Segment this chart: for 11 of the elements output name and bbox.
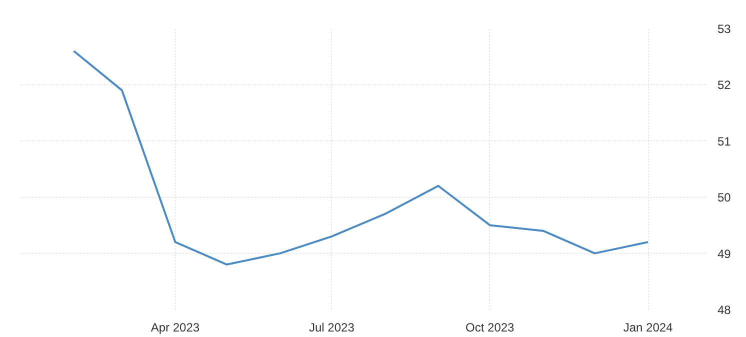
y-tick-label: 49 bbox=[718, 246, 732, 261]
x-tick-label: Jan 2024 bbox=[623, 320, 674, 334]
x-tick-label: Jul 2023 bbox=[309, 320, 355, 334]
x-tick-label: Oct 2023 bbox=[466, 320, 515, 334]
y-tick-label: 51 bbox=[718, 134, 732, 148]
y-tick-label: 48 bbox=[718, 303, 732, 317]
x-tick-label: Apr 2023 bbox=[150, 320, 200, 334]
y-tick-label: 52 bbox=[718, 78, 732, 92]
line-series bbox=[72, 50, 650, 266]
y-tick-label: 50 bbox=[718, 190, 732, 205]
y-tick-label: 53 bbox=[718, 22, 732, 36]
